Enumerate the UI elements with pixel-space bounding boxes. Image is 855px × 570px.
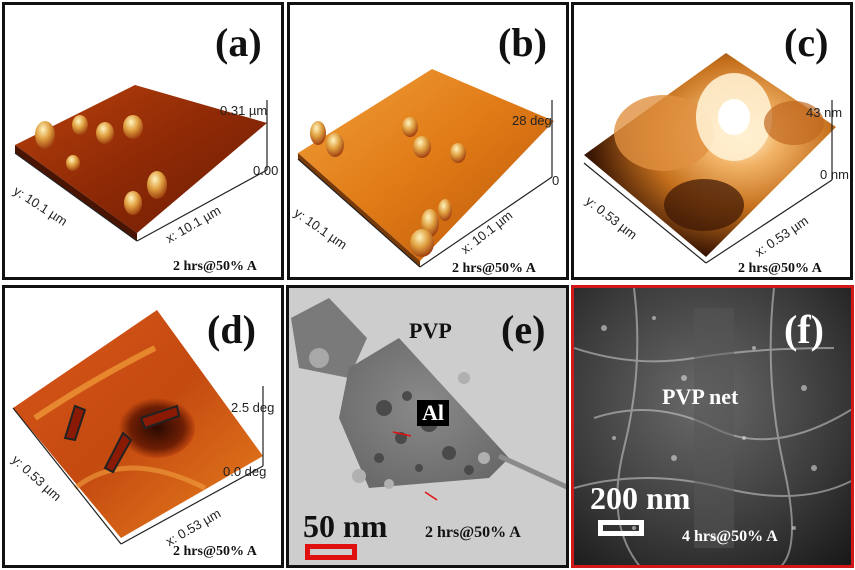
tem-image-f [574, 288, 851, 565]
afm-topography-c [583, 53, 836, 264]
tem-image-e [289, 288, 566, 565]
panel-f: (f) PVP net 200 nm 4 hrs@50% A [571, 285, 854, 568]
condition-label: 2 hrs@50% A [173, 544, 257, 559]
z-max-label: 0.31 µm [220, 103, 268, 118]
al-particle-label: Al [417, 400, 449, 426]
scale-bar-label: 200 nm [590, 480, 691, 516]
pvp-label: PVP [409, 318, 452, 343]
panel-label: (b) [498, 20, 547, 65]
z-min-label: 0.00 [253, 163, 279, 178]
z-max-label: 2.5 deg [231, 400, 275, 415]
panel-label: (e) [501, 307, 546, 352]
panel-c: (c) 43 nm 0 nm y: 0.53 µm x: 0.53 µm 2 h… [571, 2, 853, 280]
panel-a: (a) 0.31 µm 0.00 y: 10.1 µm x: 10.1 µm 2… [2, 2, 284, 280]
condition-label: 4 hrs@50% A [682, 528, 778, 545]
afm-topography-a [14, 85, 268, 242]
z-max-label: 28 deg [512, 113, 552, 128]
condition-label: 2 hrs@50% A [738, 261, 822, 276]
panel-label: (a) [215, 20, 262, 65]
panel-label: (d) [207, 307, 256, 352]
condition-label: 2 hrs@50% A [452, 261, 536, 276]
panel-label: (c) [784, 20, 829, 65]
panel-d: (d) 2.5 deg 0.0 deg y: 0.53 µm x: 0.53 µ… [2, 285, 284, 568]
scale-bar [305, 544, 357, 560]
afm-phase-d [12, 310, 264, 545]
z-min-label: 0 nm [820, 167, 849, 182]
scale-bar-label: 50 nm [303, 508, 388, 544]
z-min-label: 0 [552, 173, 560, 188]
z-min-label: 0.0 deg [223, 464, 267, 479]
condition-label: 2 hrs@50% A [173, 259, 257, 274]
pvp-net-label: PVP net [662, 384, 739, 409]
scale-bar [598, 520, 644, 536]
panel-label: (f) [784, 307, 824, 352]
afm-phase-b [297, 69, 554, 268]
panel-e: PVP (e) Al 50 nm 2 hrs@50% A [286, 285, 569, 568]
condition-label: 2 hrs@50% A [425, 524, 521, 541]
panel-b: (b) 28 deg 0 y: 10.1 µm x: 10.1 µm 2 hrs… [287, 2, 569, 280]
z-max-label: 43 nm [806, 105, 843, 120]
